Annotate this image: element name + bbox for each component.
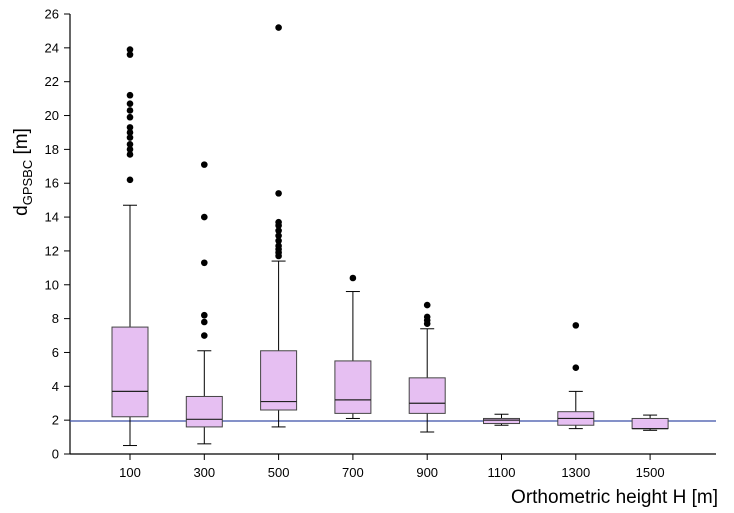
outlier-point [126,176,134,184]
outlier-point [349,274,357,282]
outlier-point [126,51,134,58]
y-tick-label: 14 [45,210,59,225]
outlier-point [126,134,134,141]
x-tick-label: 500 [268,465,290,480]
outlier-point [275,232,282,239]
outlier-point [126,151,134,158]
y-tick-label: 18 [45,142,59,157]
box-500 [260,24,298,428]
y-tick-label: 24 [45,40,59,55]
outlier-point [201,332,208,339]
outlier-point [201,161,208,168]
y-tick-label: 8 [52,311,59,326]
box-iqr [260,350,298,411]
outlier-point [275,24,282,31]
outlier-point [126,113,134,121]
outlier-point [126,91,134,99]
outlier-point [423,313,431,321]
y-axis-title: dGPSBC [m] [11,128,35,216]
y-tick-label: 2 [52,413,59,428]
box-iqr [111,326,149,418]
y-tick-label: 6 [52,345,59,360]
outlier-point [275,227,282,234]
y-tick-label: 26 [45,7,59,22]
y-tick-label: 16 [45,176,59,191]
outlier-point [126,100,134,107]
y-tick-label: 12 [45,243,59,258]
x-tick-label: 100 [119,465,141,480]
box-700 [334,274,372,419]
outlier-point [275,237,282,245]
box-iqr [334,360,372,414]
x-axis-title: Orthometric height H [m] [511,487,718,508]
y-tick-label: 10 [45,277,59,292]
axes [69,14,716,455]
outlier-point [126,141,134,148]
outlier-point [126,129,134,136]
boxes [111,24,669,447]
outlier-point [423,301,431,309]
box-900 [408,301,446,433]
outlier-point [572,322,580,329]
box-iqr [631,417,669,430]
box-iqr [408,377,446,414]
y-tick-label: 0 [52,447,59,462]
box-1300 [557,322,595,430]
outlier-point [126,146,134,153]
x-tick-label: 1100 [488,465,516,480]
x-tick-label: 300 [193,465,215,480]
box-1100 [483,413,520,426]
x-tick-label: 1300 [561,465,590,480]
x-tick-label: 700 [342,465,364,480]
outlier-point [572,364,580,371]
box-iqr [483,417,520,425]
box-iqr [185,395,223,428]
outlier-point [201,311,208,319]
box-300 [185,161,223,445]
box-1500 [631,414,669,431]
y-tick-label: 22 [45,74,59,89]
y-axis-title-subscript: GPSBC [20,160,35,206]
y-axis-title-unit: [m] [11,128,32,160]
outlier-point [126,107,134,114]
x-ticks: 100 300 500 700 900 1100 1300 1500 [119,454,665,480]
y-tick-label: 20 [45,108,59,123]
x-tick-label: 900 [416,465,438,480]
outlier-point [275,242,282,250]
outlier-point [275,218,282,226]
outlier-point [126,124,134,131]
outlier-point [201,213,208,221]
y-axis-title-main: d [11,205,32,216]
outlier-point [275,190,282,197]
y-tick-label: 4 [52,379,59,394]
x-tick-label: 1500 [636,465,665,480]
outlier-point [126,46,134,53]
outlier-point [201,259,208,267]
outlier-point [201,318,208,326]
box-100 [111,46,149,447]
